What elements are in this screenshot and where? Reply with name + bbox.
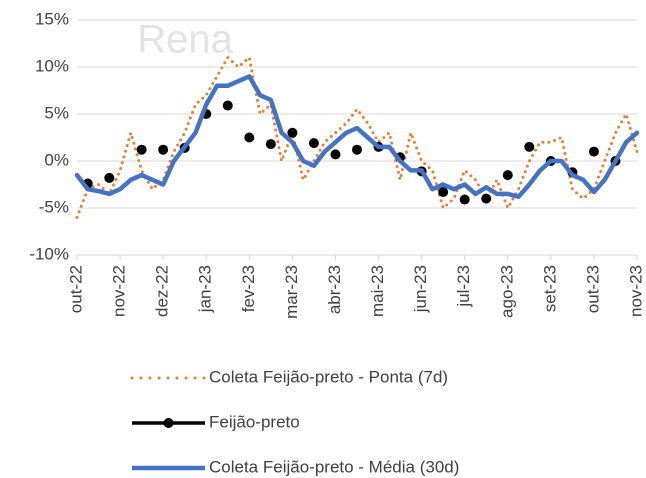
point (352, 144, 362, 155)
point (136, 144, 147, 155)
point (287, 127, 298, 138)
x-tick-label: abr-23 (325, 265, 344, 314)
point (330, 149, 341, 160)
legend-label: Coleta Feijão-preto - Ponta (7d) (209, 367, 448, 386)
x-tick-label: dez-22 (153, 265, 172, 317)
x-tick-label: nov-22 (110, 265, 129, 317)
x-tick-label: nov-23 (626, 265, 645, 317)
y-tick-label: 10% (35, 56, 69, 75)
x-tick-label: mar-23 (282, 265, 301, 319)
x-tick-label: ago-23 (497, 265, 516, 318)
legend-marker (163, 418, 174, 428)
x-tick-label: mai-23 (368, 265, 387, 317)
point (244, 132, 255, 143)
point (438, 187, 449, 198)
point (502, 170, 513, 181)
x-tick-label: fev-23 (239, 265, 258, 312)
legend-label: Coleta Feijão-preto - Média (30d) (209, 457, 459, 476)
point (308, 138, 319, 149)
point (104, 172, 115, 183)
y-tick-label: -10% (29, 244, 69, 263)
point (481, 193, 492, 204)
point (459, 194, 470, 205)
x-tick-label: out-22 (66, 265, 85, 313)
series-line (75, 56, 639, 219)
y-tick-label: -5% (39, 197, 69, 216)
point (588, 146, 599, 157)
series-line (74, 74, 640, 199)
point (158, 144, 169, 155)
x-tick-label: jun-23 (411, 265, 430, 313)
point (222, 100, 233, 111)
x-tick-label: jan-23 (196, 265, 215, 313)
y-tick-label: 0% (44, 150, 69, 169)
watermark: Rena (137, 18, 233, 62)
x-tick-label: jul-23 (454, 265, 473, 308)
x-tick-label: set-23 (540, 265, 559, 312)
point (265, 139, 276, 150)
y-tick-label: 15% (35, 9, 69, 28)
y-tick-label: 5% (44, 103, 69, 122)
point (524, 141, 535, 152)
legend-label: Feijão-preto (209, 412, 300, 431)
x-tick-label: out-23 (583, 265, 602, 313)
